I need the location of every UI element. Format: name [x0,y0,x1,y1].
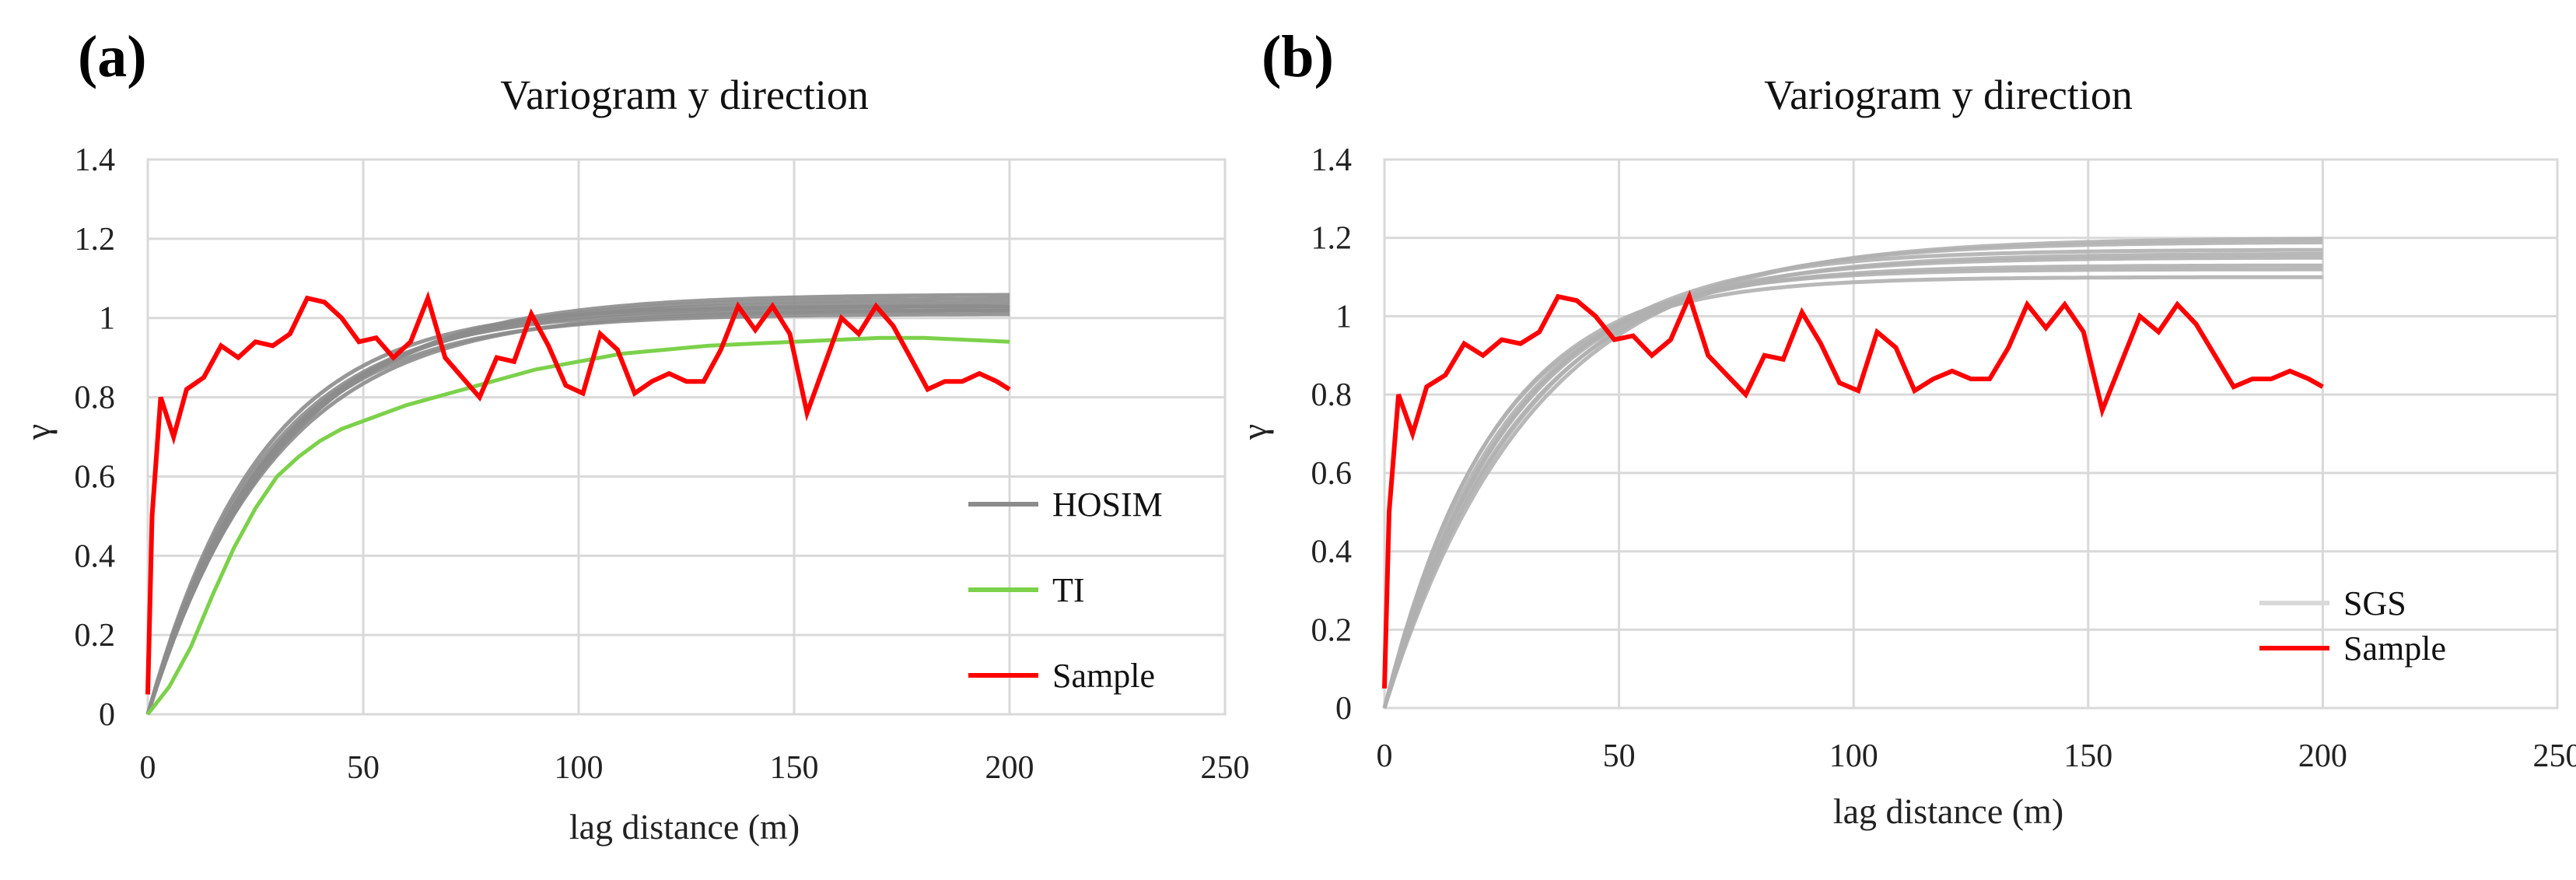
panel-a-y-axis-label: γ [18,424,58,440]
panel-b-letter: (b) [1262,24,1334,89]
panel-b-y-tick-label: 1.2 [1311,221,1353,257]
panel-b-sgs-realization-line [1382,275,2323,709]
panel-b-y-tick-label: 0.2 [1311,612,1353,648]
panel-a-legend-label-hosim: HOSIM [1052,486,1163,524]
panel-b-x-tick-label: 100 [1829,738,1878,774]
panel-a-y-tick-label: 0.4 [75,538,116,574]
panel-a-y-tick-label: 0.8 [75,380,116,416]
panel-b-x-tick-label: 0 [1377,738,1393,774]
panel-b-sgs-realization-line [1382,251,2323,709]
panel-a-hosim-realization-line [145,308,1010,715]
panel-b-sample-line [1382,289,2324,689]
panel-b-legend-label-sgs: SGS [2343,584,2406,622]
panel-a-x-tick-label: 0 [140,750,156,786]
panel-a-x-tick-label: 250 [1201,750,1250,786]
panel-b-y-tick-label: 0.8 [1311,377,1353,413]
panel-b-x-tick-label: 250 [2533,738,2576,774]
panel-a-hosim-realization-line [145,293,1010,715]
panel-a-sample-line [145,290,1011,695]
panel-b-x-tick-label: 50 [1603,738,1636,774]
panel-b-plot-frame [1383,158,2559,710]
panel-b-x-axis-label: lag distance (m) [1833,791,2063,831]
panel-a-x-axis-label: lag distance (m) [569,807,800,847]
panel-a-y-tick-label: 0 [99,697,115,733]
panel-a-letter: (a) [78,24,147,89]
panel-b-y-tick-label: 1 [1335,299,1352,335]
panel-a-y-tick-label: 1.2 [75,222,116,258]
panel-b-x-tick-label: 200 [2298,738,2347,774]
panel-a-x-tick-label: 200 [985,750,1034,786]
panel-a-title: Variogram y direction [500,72,869,118]
panel-a-hosim-realization-line [145,304,1010,715]
panel-a-y-tick-label: 1.4 [75,142,116,178]
panel-b-y-tick-label: 0.4 [1311,535,1353,570]
panel-b-y-tick-label: 0.6 [1311,456,1353,492]
panel-a-plot-frame [146,158,1227,716]
panel-a-legend-label-ti: TI [1052,571,1085,609]
panel-a-y-tick-label: 0.6 [75,459,116,495]
panel-a-x-tick-label: 100 [555,750,604,786]
panel-a-plot: 0 0.2 0.4 0.6 0.8 1 1.2 1.4 0 50 100 150 200 250 HOSIM… [75,142,1250,786]
panel-b-y-tick-label: 0 [1335,691,1352,727]
panel-a-y-tick-label: 1 [99,301,115,337]
panel-b-legend-label-sample: Sample [2343,629,2446,668]
panel-b-y-tick-label: 1.4 [1311,142,1353,178]
panel-b-x-tick-label: 150 [2063,738,2112,774]
panel-a-legend-label-sample: Sample [1052,657,1155,695]
panel-b-plot: 0 0.2 0.4 0.6 0.8 1 1.2 1.4 0 50 100 150 200 250 SGS Sa… [1311,142,2576,774]
panel-a-x-tick-label: 150 [770,750,819,786]
panel-b-title: Variogram y direction [1764,72,2133,118]
panel-b-sgs-realization-line [1382,247,2323,709]
panel-b-sgs-realization-line [1382,237,2323,709]
panel-a-x-tick-label: 50 [347,750,380,786]
panel-a-y-tick-label: 0.2 [75,618,116,654]
panel-b-y-axis-label: γ [1234,424,1274,440]
